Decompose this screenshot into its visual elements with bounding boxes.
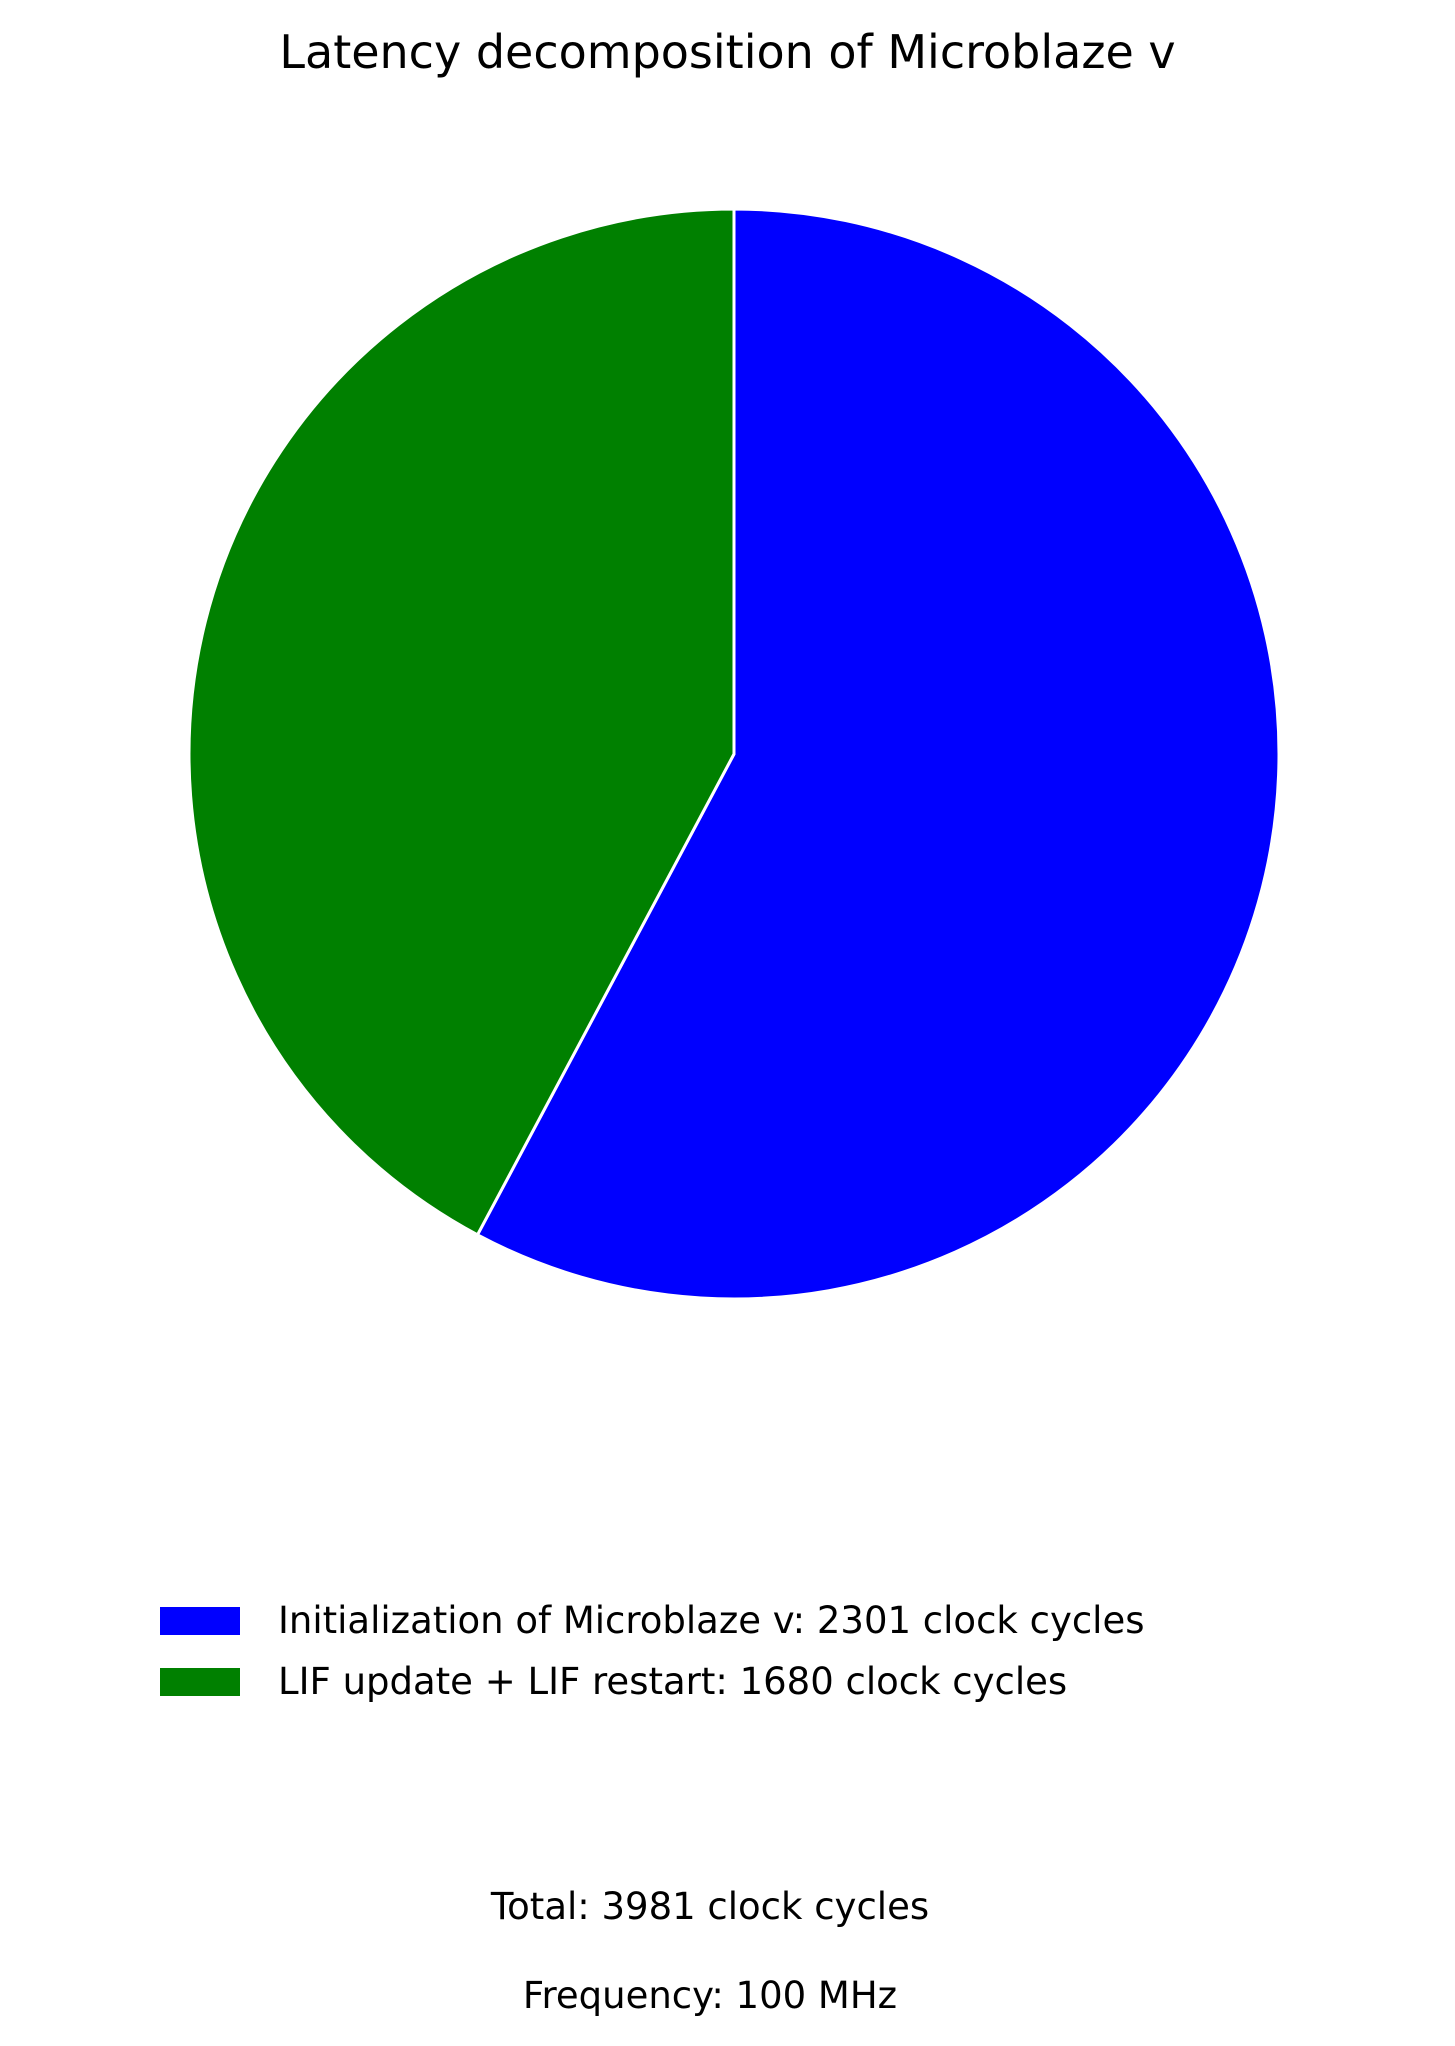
frequency-annotation: Frequency: 100 MHz [522, 1974, 898, 2017]
legend-item-lif: LIF update + LIF restart: 1680 clock cyc… [160, 1651, 1145, 1712]
legend-swatch-lif [160, 1667, 240, 1696]
pie-chart [187, 207, 1281, 1301]
legend-item-initialization: Initialization of Microblaze v: 2301 clo… [160, 1590, 1145, 1651]
legend-label-lif: LIF update + LIF restart: 1680 clock cyc… [278, 1659, 1068, 1703]
legend-swatch-initialization [160, 1606, 240, 1635]
pie-slice-initialization [475, 207, 1281, 1301]
total-annotation: Total: 3981 clock cycles [490, 1885, 930, 1928]
legend: Initialization of Microblaze v: 2301 clo… [160, 1590, 1145, 1712]
pie-slice-lif [187, 207, 736, 1237]
legend-label-initialization: Initialization of Microblaze v: 2301 clo… [278, 1598, 1145, 1642]
chart-title: Latency decomposition of Microblaze v [279, 25, 1176, 79]
